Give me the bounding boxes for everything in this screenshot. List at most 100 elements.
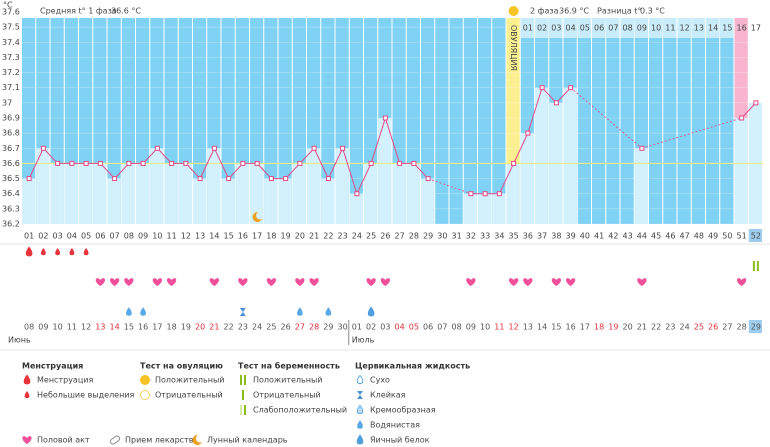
x-tick-label: 47 xyxy=(680,232,690,241)
date-label: 28 xyxy=(309,323,319,332)
temperature-bar xyxy=(121,163,135,224)
bar xyxy=(756,261,759,271)
temperature-point xyxy=(297,160,303,166)
date-label: 14 xyxy=(537,323,547,332)
bar xyxy=(240,375,242,385)
icon-watery xyxy=(297,307,303,316)
date-label: 08 xyxy=(452,323,462,332)
icon-heart xyxy=(266,278,276,286)
x-tick-label: 42 xyxy=(608,232,618,241)
temperature-point xyxy=(397,160,403,166)
icon-creamy xyxy=(356,404,364,415)
temperature-point xyxy=(340,145,346,151)
date-label: 24 xyxy=(252,323,262,332)
heart xyxy=(209,278,219,286)
x-tick-label: 10 xyxy=(152,232,162,241)
temperature-point xyxy=(268,176,274,182)
temperature-bar xyxy=(207,148,221,224)
x-tick-label: 44 xyxy=(637,232,647,241)
y-tick-label: 36.8 xyxy=(2,129,20,138)
pill xyxy=(109,435,121,445)
temperature-bar xyxy=(520,133,534,224)
icon-drop-small xyxy=(55,248,61,256)
icon-drop-small xyxy=(40,248,46,256)
temperature-point xyxy=(254,160,260,166)
x-tick-label: 13 xyxy=(195,232,205,241)
temperature-point xyxy=(511,160,517,166)
legend-label: Отрицательный xyxy=(155,391,223,400)
temperature-point xyxy=(411,160,417,166)
temperature-point xyxy=(639,145,645,151)
legend-label: Половой акт xyxy=(37,436,90,445)
temperature-bar xyxy=(307,148,321,224)
drop xyxy=(23,374,31,385)
temperature-point xyxy=(154,145,160,151)
x-tick-label: 39 xyxy=(566,232,576,241)
temperature-point xyxy=(283,176,289,182)
temperature-bar xyxy=(478,193,492,224)
heart xyxy=(238,278,248,286)
temperature-bar xyxy=(235,163,249,224)
date-label: 02 xyxy=(366,323,376,332)
temperature-point xyxy=(83,160,89,166)
date-label: 28 xyxy=(737,323,747,332)
temperature-bar xyxy=(107,178,121,224)
date-label: 14 xyxy=(110,323,120,332)
day-column xyxy=(706,18,720,224)
temperature-point xyxy=(126,160,132,166)
legend-label: Водянистая xyxy=(370,421,420,430)
temperature-point xyxy=(382,115,388,121)
icon-heart xyxy=(309,278,319,286)
phase2-strip xyxy=(520,18,534,38)
temperature-bar xyxy=(150,148,164,224)
temperature-bar xyxy=(79,163,93,224)
date-label: 22 xyxy=(651,323,661,332)
temperature-point xyxy=(240,160,246,166)
temperature-point xyxy=(55,160,61,166)
phase2-day: 03 xyxy=(551,24,561,33)
temperature-bar xyxy=(36,148,50,224)
drop xyxy=(297,307,303,316)
y-tick-label: 36.3 xyxy=(2,204,20,213)
y-tick-label: 36.7 xyxy=(2,144,20,153)
legend-label: Лунный календарь xyxy=(207,436,288,445)
day-column xyxy=(264,18,278,224)
icon-heart xyxy=(95,278,105,286)
bar xyxy=(244,375,246,385)
day-column xyxy=(107,18,121,224)
hourglass xyxy=(357,391,363,399)
temperature-bar xyxy=(563,87,577,224)
icon-preg-neg xyxy=(242,390,244,400)
legend-label: Яичный белок xyxy=(370,436,430,445)
date-label: 20 xyxy=(623,323,633,332)
date-label: 18 xyxy=(167,323,177,332)
temperature-point xyxy=(354,191,360,197)
y-axis-unit: °C xyxy=(3,1,13,10)
icon-watery xyxy=(357,420,363,429)
temperature-bar xyxy=(392,163,406,224)
temperature-point xyxy=(753,100,759,106)
icon-moon xyxy=(252,211,263,222)
temperature-bar xyxy=(734,118,748,224)
heart xyxy=(551,278,561,286)
temperature-point xyxy=(169,160,175,166)
day-column xyxy=(677,18,691,224)
x-tick-label: 36 xyxy=(523,232,533,241)
icon-watery xyxy=(126,307,132,316)
heart xyxy=(523,278,533,286)
temperature-point xyxy=(553,100,559,106)
temperature-bar xyxy=(93,163,107,224)
day-column xyxy=(691,18,705,224)
phase2-day: 16 xyxy=(737,24,747,33)
date-label: 10 xyxy=(53,323,63,332)
temperature-point xyxy=(482,191,488,197)
drop xyxy=(55,248,61,256)
y-tick-label: 36.2 xyxy=(2,220,20,229)
day-column xyxy=(435,18,449,224)
date-label: 22 xyxy=(224,323,234,332)
temperature-bar xyxy=(321,178,335,224)
date-label: 29 xyxy=(751,323,761,332)
day-column xyxy=(649,18,663,224)
phase2-strip xyxy=(634,18,648,38)
